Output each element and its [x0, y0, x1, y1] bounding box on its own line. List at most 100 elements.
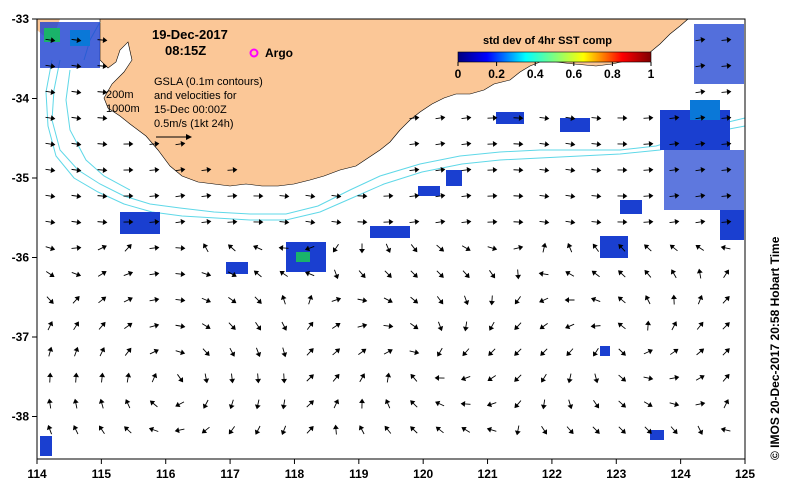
velocity-arrow-head: [180, 192, 186, 199]
argo-marker-icon: [249, 48, 259, 58]
velocity-arrow-head: [540, 350, 546, 356]
velocity-arrow-head: [596, 141, 602, 148]
time-label: 08:15Z: [165, 43, 206, 58]
velocity-arrow-head: [540, 377, 546, 383]
velocity-arrow-head: [284, 219, 290, 226]
velocity-arrow-head: [278, 244, 284, 251]
x-tick-label: 116: [156, 467, 176, 481]
velocity-arrow-head: [723, 399, 730, 405]
velocity-arrow-head: [154, 244, 160, 251]
velocity-arrow-head: [514, 376, 520, 382]
velocity-arrow-head: [492, 219, 498, 225]
velocity-arrow-head: [724, 296, 730, 302]
velocity-arrow-head: [180, 323, 186, 330]
velocity-arrow-head: [336, 193, 342, 200]
velocity-arrow-head: [362, 322, 368, 329]
x-tick-label: 125: [735, 467, 755, 481]
y-axis: -33 -34 -35 -36 -37 -38: [12, 12, 37, 424]
velocity-arrow-head: [570, 219, 576, 226]
velocity-arrow-head: [570, 115, 576, 122]
velocity-arrow-head: [590, 296, 597, 303]
velocity-arrow-head: [674, 401, 680, 408]
velocity-arrow-head: [514, 402, 520, 409]
velocity-arrow-head: [228, 404, 235, 410]
velocity-arrow-head: [647, 348, 653, 355]
velocity-arrow-head: [76, 167, 82, 174]
velocity-arrow-head: [648, 193, 654, 199]
velocity-arrow-head: [175, 401, 181, 408]
velocity-arrow-head: [674, 374, 680, 381]
velocity-arrow-head: [514, 299, 520, 305]
velocity-arrow-head: [174, 427, 180, 434]
velocity-arrow-head: [128, 141, 134, 147]
velocity-arrow-head: [700, 140, 706, 147]
velocity-arrow-head: [206, 271, 212, 278]
velocity-arrow-head: [414, 218, 420, 225]
velocity-arrow-head: [76, 37, 82, 44]
velocity-arrow-head: [591, 270, 597, 276]
velocity-arrow-head: [99, 425, 104, 431]
velocity-arrow-head: [673, 348, 679, 354]
sst-patches: [40, 22, 744, 456]
velocity-arrow-head: [102, 219, 108, 226]
velocity-arrow-head: [154, 192, 160, 199]
velocity-arrow-head: [518, 141, 524, 147]
velocity-arrow-head: [280, 404, 287, 410]
velocity-arrow-head: [518, 167, 524, 173]
velocity-arrow-head: [50, 167, 56, 174]
velocity-arrow-head: [594, 403, 600, 409]
velocity-arrow-head: [644, 295, 651, 301]
colorbar-tick-label: 0.8: [604, 67, 621, 81]
velocity-arrow-head: [565, 323, 571, 330]
velocity-arrow-head: [492, 245, 498, 252]
velocity-arrow-head: [180, 271, 186, 278]
velocity-arrow-head: [73, 346, 80, 353]
velocity-arrow-head: [539, 324, 545, 330]
velocity-arrow-head: [206, 192, 212, 199]
velocity-arrow-head: [648, 167, 654, 173]
velocity-arrow-head: [726, 88, 732, 95]
velocity-arrow-head: [644, 269, 650, 276]
velocity-arrow-head: [387, 297, 393, 304]
velocity-arrow-head: [463, 299, 470, 306]
velocity-arrow-head: [462, 350, 468, 357]
velocity-arrow-head: [128, 193, 134, 199]
velocity-arrow-head: [414, 349, 420, 356]
velocity-arrow-head: [201, 428, 208, 434]
velocity-arrow-head: [412, 272, 418, 278]
velocity-arrow-head: [648, 375, 654, 382]
velocity-arrow-head: [203, 378, 210, 384]
velocity-arrow-head: [180, 140, 186, 147]
gsla-line3: 15-Dec 00:00Z: [154, 104, 227, 116]
velocity-arrow-head: [514, 324, 520, 330]
velocity-arrow-head: [128, 167, 134, 173]
velocity-arrow-head: [388, 219, 394, 225]
velocity-arrow-head: [492, 167, 498, 173]
velocity-arrow-head: [230, 324, 236, 330]
velocity-arrow-head: [180, 297, 186, 304]
velocity-arrow-head: [99, 372, 106, 378]
velocity-arrow-head: [46, 398, 53, 404]
velocity-arrow-head: [700, 218, 706, 225]
velocity-arrow-head: [180, 245, 186, 251]
velocity-arrow-head: [280, 429, 287, 436]
velocity-arrow-head: [72, 398, 79, 404]
velocity-arrow-head: [126, 244, 132, 250]
velocity-arrow-head: [127, 322, 133, 328]
velocity-arrow-head: [334, 348, 341, 354]
velocity-arrow-head: [700, 400, 706, 407]
velocity-arrow-head: [699, 374, 705, 381]
velocity-arrow-head: [50, 89, 56, 96]
velocity-arrow-head: [258, 219, 264, 225]
velocity-arrow-head: [592, 351, 598, 357]
velocity-arrow-head: [492, 193, 498, 199]
velocity-arrow-head: [674, 218, 680, 225]
velocity-arrow-head: [486, 401, 493, 408]
velocity-arrow-head: [648, 115, 654, 121]
colorbar-ticks: 0 0.2 0.4 0.6 0.8 1: [455, 62, 655, 81]
velocity-arrow-head: [228, 429, 234, 435]
velocity-arrow-head: [435, 426, 442, 432]
velocity-arrow-head: [254, 404, 261, 410]
velocity-arrow-head: [674, 166, 680, 173]
